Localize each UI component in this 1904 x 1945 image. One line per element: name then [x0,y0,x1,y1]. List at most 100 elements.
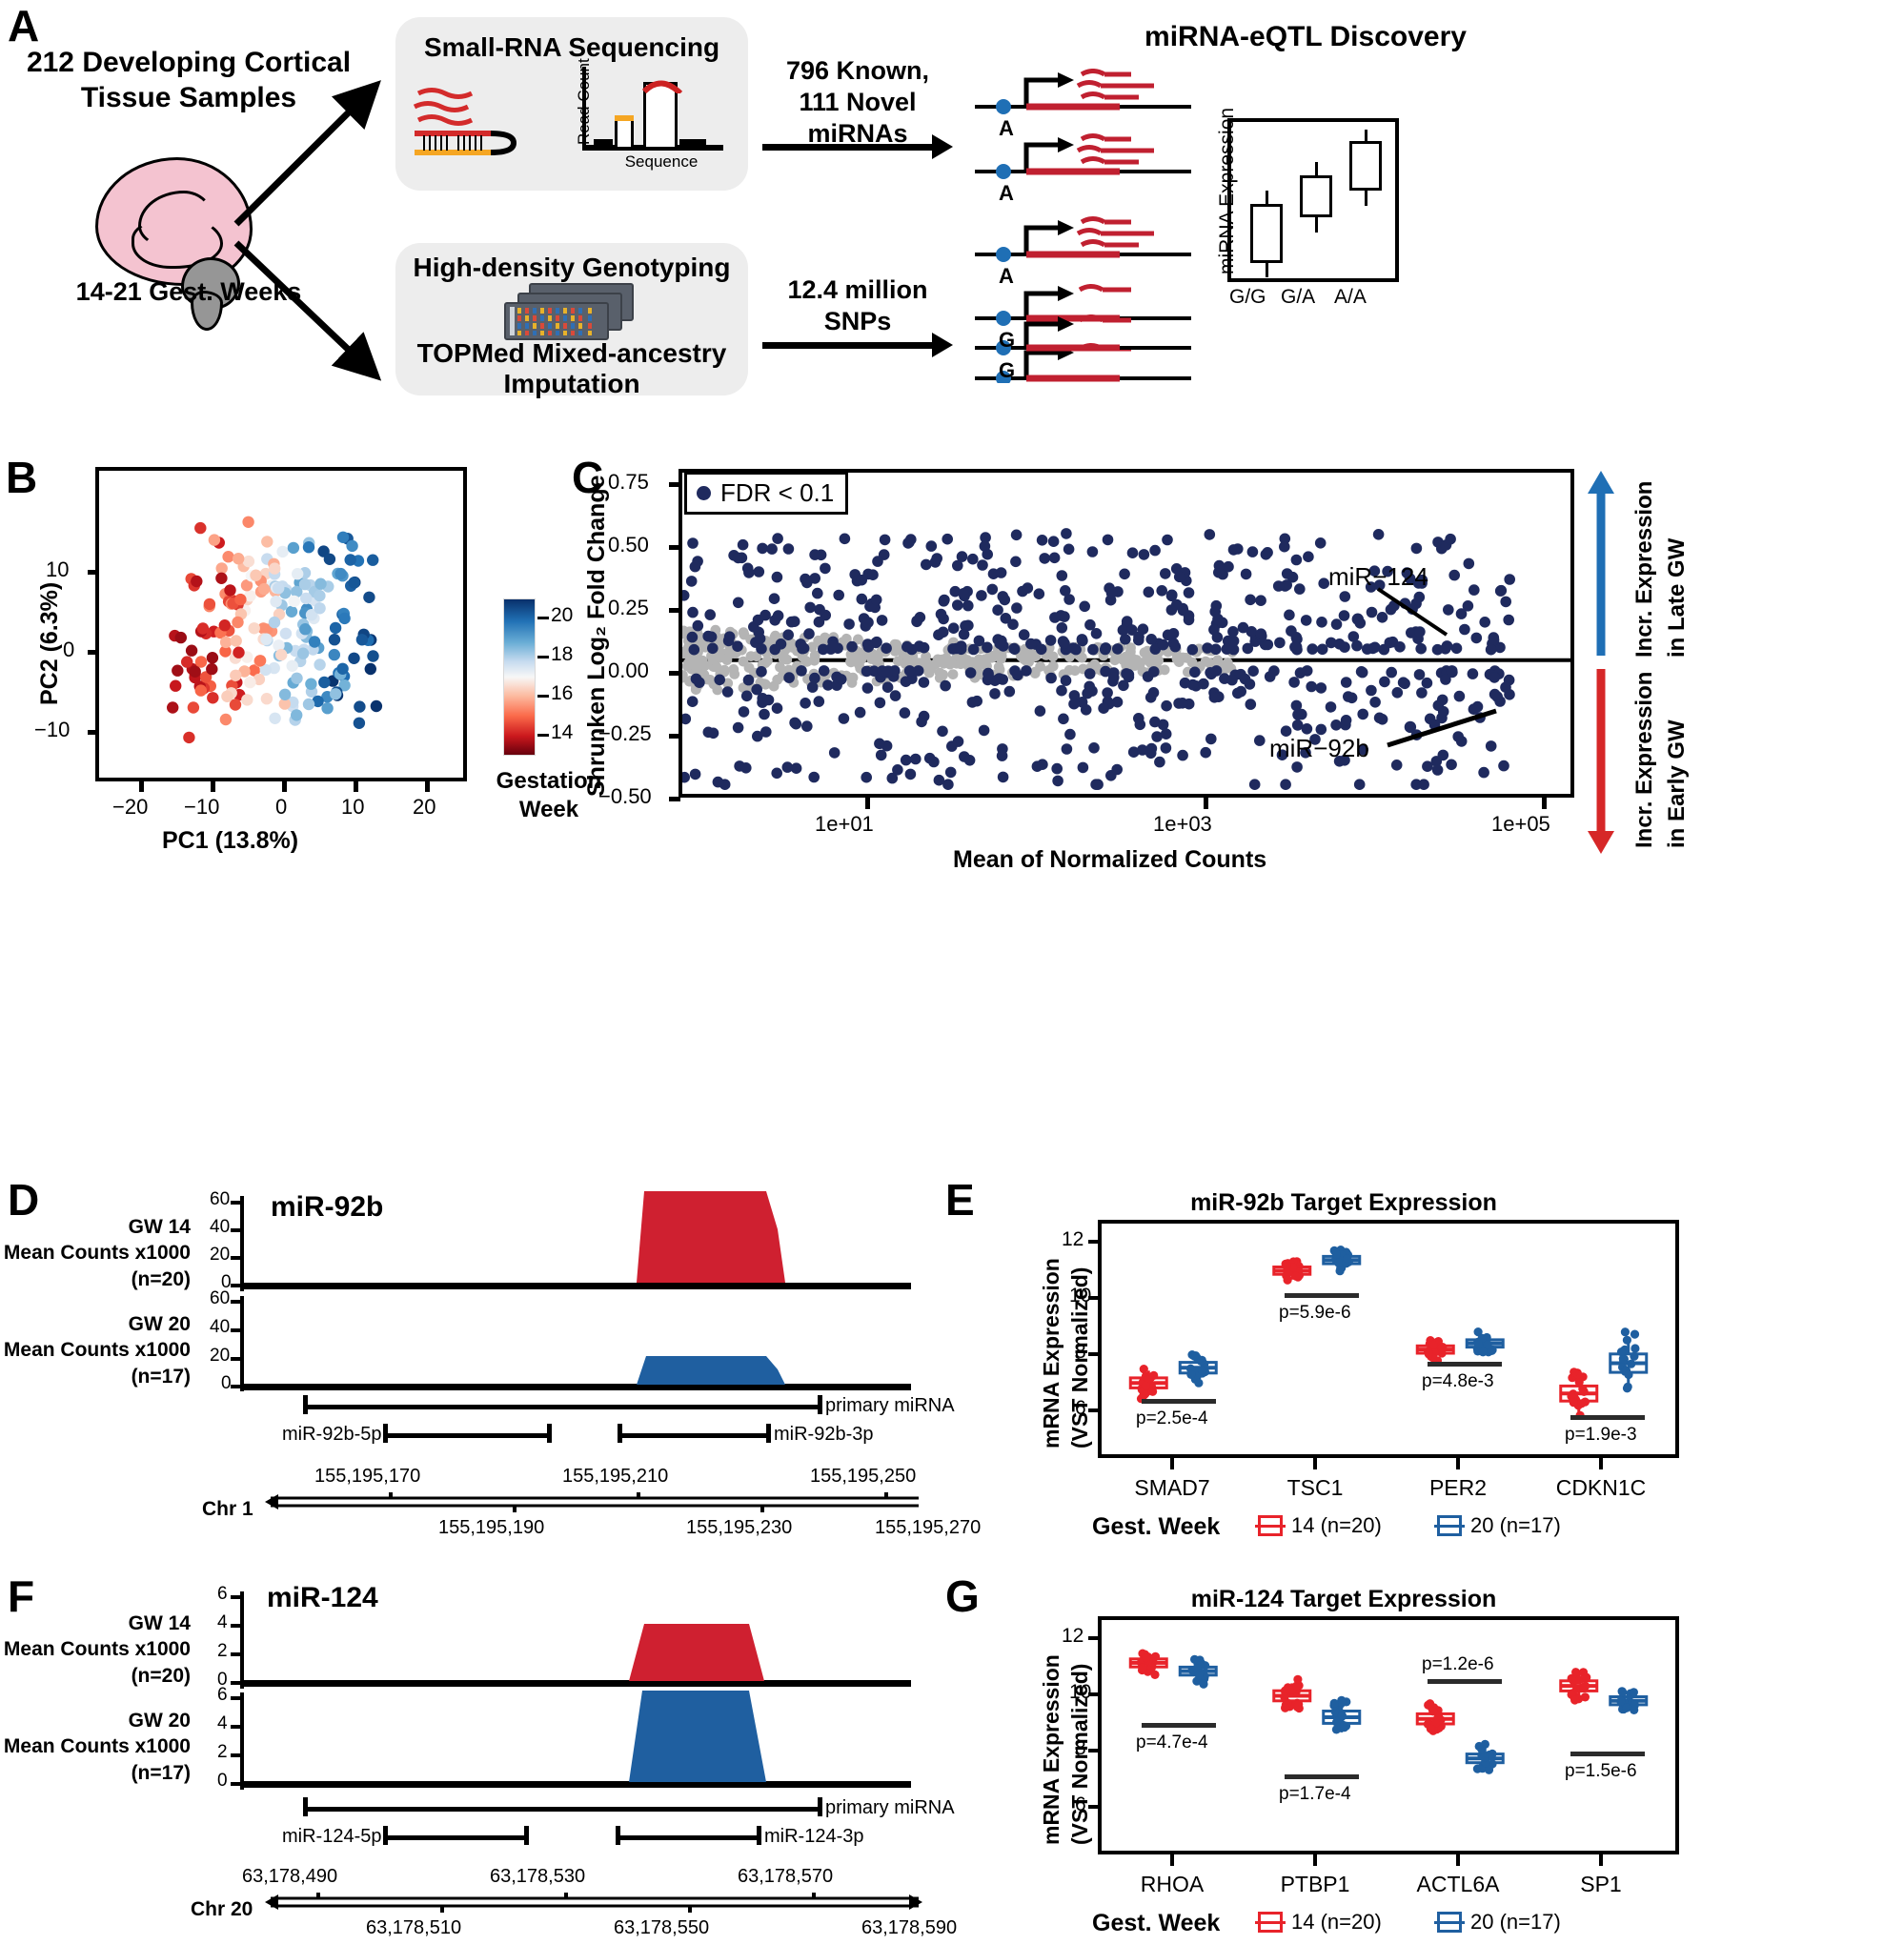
pca-ytick-0 [88,650,97,655]
panel-d-coord-lower-1: 155,195,190 [438,1517,545,1538]
panel-f-5p-line [385,1835,526,1840]
panel-e-sigbar-1 [1142,1399,1216,1404]
ma-xaxis-title: Mean of Normalized Counts [953,846,1267,873]
eqtl-boxplot-xlabel-ga: G/A [1281,286,1316,308]
panel-e-ylabel-l1: mRNA Expression [1039,1258,1063,1449]
e-yticklabel-12: 12 [1062,1228,1084,1250]
g-yticklabel-12: 12 [1062,1625,1084,1647]
eqtl-genotype-diagram [975,69,1191,383]
f1-ticklabel-0: 0 [217,1670,228,1690]
f2-ticklabel-2: 2 [217,1742,228,1762]
f2-ticklabel-4: 4 [217,1713,228,1733]
f2-tick-6 [231,1696,242,1700]
panel-f-primary-mirna-line [305,1807,820,1812]
g-yticklabel-8: 8 [1075,1737,1086,1759]
panel-g-category-2: PTBP1 [1280,1872,1350,1896]
cbar-ticklabel-20: 20 [551,604,574,626]
panel-d-coord-upper-1: 155,195,170 [314,1466,421,1487]
panel-f-track2-rowlabel: GW 20 Mean Counts x1000 (n=17) [3,1710,191,1784]
panel-d-primary-cap-left [303,1395,308,1414]
panel-a-sample-count-label: 212 Developing Cortical Tissue Samples [26,47,352,113]
e-ytick-8 [1088,1352,1100,1356]
panel-g-legend-title: Gest. Week [1092,1910,1221,1936]
panel-g-legend-label-20: 20 (n=17) [1470,1910,1561,1934]
panel-f-coord-upper-2: 63,178,530 [490,1866,586,1887]
panel-f-track1-coverage [244,1624,911,1681]
f1-tick-6 [231,1595,242,1599]
panel-d-chr-label: Chr 1 [202,1498,253,1520]
cbar-tick-16 [537,695,549,698]
pca-xticklabel-0: 0 [275,795,288,819]
panel-d-track2-rowlabel: GW 20 Mean Counts x1000 (n=17) [3,1313,191,1388]
d1-ticklabel-0: 0 [221,1272,232,1292]
panel-f-letter: F [8,1571,35,1621]
eqtl-expression-boxplot [1227,118,1399,282]
panel-f-track2-baseline [244,1781,911,1788]
panel-e-legend-gw14: 14 (n=20) [1255,1513,1382,1538]
ma-ytick-075 [669,482,680,487]
panel-d-coord-lower-3: 155,195,270 [875,1517,982,1538]
panel-d-track2-yaxis [240,1296,244,1391]
ma-xtick-1e01 [865,798,870,809]
f2-tick-2 [231,1753,242,1757]
panel-g-pvalue-3: p=1.2e-6 [1422,1654,1494,1674]
incr-late-gw-label-l2: in Late GW [1664,537,1690,658]
panel-e-legend-label-20: 20 (n=17) [1470,1513,1561,1537]
panel-d-track1-coverage [244,1191,911,1283]
panel-g-letter: G [945,1571,980,1621]
legend-swatch-blue [1434,1515,1465,1536]
panel-d-3p-line [619,1433,768,1438]
panel-f-3p-cap-right [757,1826,761,1845]
panel-g-legend-gw14: 14 (n=20) [1255,1910,1382,1935]
d1-tick-40 [231,1228,242,1232]
allele-label-4: G [999,328,1016,352]
panel-f-coord-upper-3: 63,178,570 [738,1866,834,1887]
panel-g-sigbar-1 [1142,1723,1216,1728]
panel-g-title: miR-124 Target Expression [1190,1586,1497,1612]
hairpin-rna-icon [411,76,554,162]
panel-d-5p-cap-left [383,1424,388,1443]
panel-f-chr-label: Chr 20 [191,1898,253,1920]
panel-f-3p-line [618,1835,759,1840]
ma-yticklabel-neg025: −0.25 [598,721,652,745]
panel-f-coord-lower-2: 63,178,550 [614,1917,710,1938]
panel-f-5p-cap-left [383,1826,388,1845]
panel-e-pvalue-3: p=4.8e-3 [1422,1371,1494,1391]
cbar-tick-20 [537,617,549,619]
gestation-week-colorbar [503,598,536,756]
panel-g-sigbar-4 [1570,1752,1645,1756]
d1-tick-0 [231,1284,242,1287]
incr-early-gw-label-l2: in Early GW [1664,719,1690,848]
f1-ticklabel-2: 2 [217,1641,228,1661]
read-count-axis-label: Read Count [575,58,593,145]
panel-d-primary-cap-right [818,1395,822,1414]
g-xtick-3 [1456,1854,1460,1866]
panel-f-track2-coverage [244,1691,911,1782]
ma-xtick-1e05 [1542,798,1547,809]
panel-d-track1-baseline [244,1283,911,1289]
panel-f-3p-label: miR-124-3p [764,1826,864,1847]
pca-xticklabel-neg20: −20 [112,795,149,819]
panel-g-sigbar-3 [1428,1679,1502,1684]
e-xtick-3 [1456,1458,1460,1469]
e-ytick-10 [1088,1296,1100,1300]
g-yticklabel-10: 10 [1069,1681,1092,1703]
panel-d-3p-cap-left [618,1424,622,1443]
f1-tick-4 [231,1624,242,1628]
panel-f-chr-axis [265,1893,922,1913]
panel-g-legend-label-14: 14 (n=20) [1291,1910,1382,1934]
pca-xtick-neg10 [211,781,215,792]
panel-f-3p-cap-left [616,1826,620,1845]
panel-d-5p-label: miR-92b-5p [282,1424,382,1445]
mir124-annotation-label: miR−124 [1328,562,1428,591]
panel-e-letter: E [945,1175,975,1225]
ma-xtick-1e03 [1204,798,1208,809]
d2-ticklabel-20: 20 [210,1346,231,1366]
panel-g-pvalue-1: p=4.7e-4 [1136,1732,1208,1753]
pca-plot-frame [95,467,467,781]
small-rna-sequencing-box: Small-RNA Sequencing Read Count Sequence [395,17,748,191]
panel-d-coord-upper-2: 155,195,210 [562,1466,669,1487]
ma-ytick-050 [669,545,680,550]
panel-g-ylabel-l1: mRNA Expression [1039,1654,1063,1845]
panel-f-5p-label: miR-124-5p [282,1826,382,1847]
